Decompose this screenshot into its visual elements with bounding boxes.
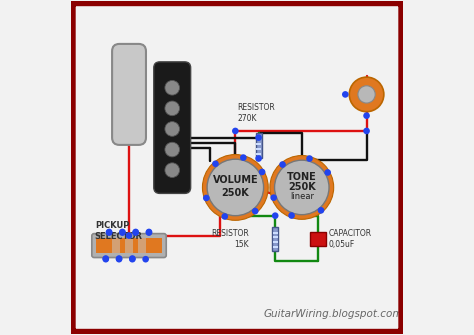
Text: 250K: 250K (221, 188, 249, 198)
Circle shape (146, 228, 152, 235)
Circle shape (363, 128, 370, 134)
Bar (256, 148, 261, 150)
Circle shape (255, 155, 262, 162)
Bar (310, 232, 327, 246)
Circle shape (342, 91, 348, 98)
Circle shape (202, 154, 268, 220)
Text: GuitarWiring.blogspot.com: GuitarWiring.blogspot.com (264, 309, 403, 319)
FancyBboxPatch shape (154, 62, 191, 193)
Circle shape (212, 160, 219, 167)
Text: 250K: 250K (288, 183, 316, 192)
Circle shape (232, 128, 239, 134)
Circle shape (102, 255, 109, 262)
Circle shape (274, 160, 329, 215)
Bar (273, 246, 278, 248)
Circle shape (106, 228, 112, 235)
Circle shape (142, 256, 149, 263)
Circle shape (306, 155, 313, 162)
Circle shape (363, 112, 370, 119)
Text: RESISTOR
15K: RESISTOR 15K (211, 229, 249, 249)
Circle shape (129, 255, 136, 262)
Circle shape (119, 228, 126, 235)
Circle shape (132, 228, 139, 235)
Circle shape (207, 159, 264, 216)
FancyBboxPatch shape (92, 233, 166, 258)
Circle shape (272, 212, 279, 219)
Bar (273, 236, 278, 238)
Bar (112, 238, 120, 253)
Circle shape (279, 161, 286, 168)
Circle shape (270, 194, 277, 201)
Circle shape (129, 256, 136, 263)
Bar (256, 143, 261, 145)
Circle shape (106, 229, 112, 236)
Circle shape (358, 86, 375, 103)
Circle shape (270, 155, 334, 219)
Circle shape (240, 154, 246, 161)
Circle shape (318, 207, 324, 214)
Text: linear: linear (290, 192, 314, 201)
Bar (96, 238, 162, 253)
Bar (125, 238, 133, 253)
Text: RESISTOR
270K: RESISTOR 270K (237, 103, 275, 123)
Circle shape (116, 256, 122, 263)
Circle shape (288, 212, 295, 219)
Circle shape (116, 255, 122, 262)
Circle shape (165, 142, 180, 157)
Bar (272, 227, 278, 251)
Circle shape (221, 213, 228, 220)
Circle shape (102, 256, 109, 263)
Text: PICKUP
SELECTOR: PICKUP SELECTOR (95, 220, 143, 241)
Bar (256, 138, 261, 140)
Circle shape (259, 169, 265, 175)
Circle shape (255, 134, 262, 141)
Circle shape (252, 208, 258, 214)
Bar (273, 241, 278, 243)
Circle shape (146, 229, 152, 236)
Text: VOLUME: VOLUME (212, 175, 258, 185)
Text: TONE: TONE (287, 173, 317, 183)
Circle shape (203, 195, 210, 201)
Bar (138, 238, 146, 253)
Circle shape (165, 122, 180, 136)
Bar (273, 231, 278, 233)
Circle shape (132, 229, 139, 236)
Circle shape (119, 229, 126, 236)
Circle shape (126, 232, 132, 239)
Circle shape (349, 77, 384, 112)
Bar (256, 153, 261, 155)
Circle shape (165, 80, 180, 95)
Bar (255, 133, 262, 158)
Text: CAPACITOR
0,05uF: CAPACITOR 0,05uF (328, 229, 372, 249)
Circle shape (324, 169, 331, 176)
Circle shape (165, 101, 180, 116)
FancyBboxPatch shape (112, 44, 146, 145)
Circle shape (165, 163, 180, 178)
